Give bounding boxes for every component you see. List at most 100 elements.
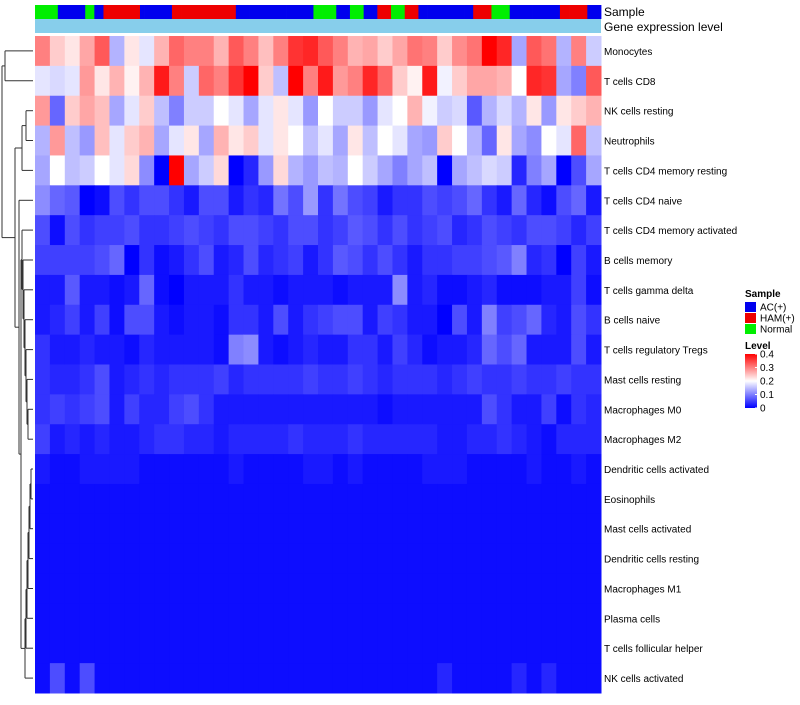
heatmap-cell	[258, 633, 274, 664]
heatmap-cell	[511, 245, 528, 276]
heatmap-cell	[183, 543, 200, 575]
heatmap-cell	[437, 424, 453, 455]
heatmap-cell	[213, 95, 230, 127]
heatmap-cell	[169, 155, 185, 186]
legend-level-tick-label: 0.2	[760, 377, 774, 388]
heatmap-cell	[407, 215, 423, 246]
heatmap-cell	[303, 483, 319, 515]
heatmap-cell	[124, 633, 140, 664]
heatmap-cell	[124, 394, 140, 425]
sample-cell	[149, 5, 155, 19]
heatmap-cell	[64, 304, 81, 336]
heatmap-cell	[228, 483, 245, 515]
heatmap-cell	[466, 663, 483, 694]
legend-sample-swatch	[745, 302, 756, 312]
heatmap-cell	[571, 603, 587, 634]
heatmap-cell	[586, 274, 602, 306]
heatmap-cell	[64, 274, 81, 306]
heatmap-cell	[407, 125, 423, 156]
heatmap-cell	[407, 454, 423, 485]
heatmap-cell	[332, 125, 349, 156]
heatmap-cell	[422, 543, 438, 575]
heatmap-cell	[169, 483, 185, 515]
row-label: Neutrophils	[604, 137, 655, 148]
heatmap-cell	[362, 424, 379, 455]
heatmap-cell	[496, 65, 513, 97]
heatmap-cell	[437, 125, 453, 156]
sample-cell	[103, 5, 109, 19]
heatmap-cell	[586, 394, 602, 425]
sample-cell	[454, 5, 460, 19]
heatmap-cell	[407, 483, 423, 515]
sample-cell	[57, 5, 63, 19]
heatmap-cell	[94, 573, 110, 604]
sample-cell	[523, 5, 529, 19]
sample-cell	[445, 5, 451, 19]
sample-cell	[117, 5, 123, 19]
heatmap-cell	[496, 483, 513, 515]
heatmap-cell	[437, 364, 453, 395]
heatmap-cell	[422, 245, 438, 276]
heatmap-cell	[526, 394, 542, 425]
heatmap-cell	[556, 274, 572, 306]
heatmap-cells	[35, 36, 602, 694]
heatmap-cell	[407, 573, 423, 604]
heatmap-cell	[288, 304, 304, 336]
heatmap-cell	[466, 65, 483, 97]
heatmap-cell	[258, 513, 274, 545]
heatmap-cell	[49, 185, 66, 216]
heatmap-cell	[124, 603, 140, 634]
heatmap-cell	[273, 36, 289, 67]
heatmap-cell	[303, 274, 319, 306]
heatmap-cell	[94, 394, 110, 425]
sample-cell	[450, 5, 456, 19]
heatmap-cell	[541, 245, 557, 276]
heatmap-cell	[109, 543, 125, 575]
heatmap-cell	[496, 364, 513, 395]
heatmap-cell	[437, 483, 453, 515]
heatmap-cell	[139, 454, 155, 485]
heatmap-cell	[481, 543, 498, 575]
heatmap-cell	[422, 155, 438, 186]
sample-cell	[363, 5, 369, 19]
heatmap-cell	[94, 245, 110, 276]
sample-cell	[395, 5, 401, 19]
heatmap-cell	[347, 364, 364, 395]
heatmap-cell	[198, 95, 215, 127]
heatmap-cell	[586, 603, 602, 634]
heatmap-cell	[198, 633, 215, 664]
heatmap-cell	[466, 364, 483, 395]
heatmap-cell	[377, 334, 393, 365]
heatmap-cell	[511, 543, 528, 575]
sample-cell	[359, 5, 365, 19]
heatmap-cell	[481, 245, 498, 276]
heatmap-cell	[586, 513, 602, 545]
heatmap-cell	[392, 573, 408, 604]
heatmap-cell	[169, 364, 185, 395]
heatmap-cell	[35, 334, 51, 365]
heatmap-cell	[392, 125, 408, 156]
sample-cell	[304, 5, 310, 19]
heatmap-cell	[109, 603, 125, 634]
heatmap-cell	[183, 215, 200, 246]
heatmap-cell	[49, 663, 66, 694]
sample-cell	[295, 5, 301, 19]
heatmap-cell	[228, 215, 245, 246]
heatmap-cell	[198, 215, 215, 246]
heatmap-cell	[541, 483, 557, 515]
heatmap-cell	[377, 483, 393, 515]
sample-cell	[89, 5, 95, 19]
heatmap-cell	[94, 483, 110, 515]
heatmap-cell	[541, 543, 557, 575]
heatmap-cell	[511, 663, 528, 694]
heatmap-cell	[139, 215, 155, 246]
heatmap-cell	[526, 274, 542, 306]
heatmap-cell	[288, 274, 304, 306]
heatmap-cell	[422, 65, 438, 97]
heatmap-cell	[332, 155, 349, 186]
heatmap-cell	[496, 185, 513, 216]
heatmap-cell	[213, 394, 230, 425]
heatmap-cell	[392, 155, 408, 186]
legend-level-tick-label: 0	[760, 404, 766, 415]
heatmap-cell	[35, 454, 51, 485]
